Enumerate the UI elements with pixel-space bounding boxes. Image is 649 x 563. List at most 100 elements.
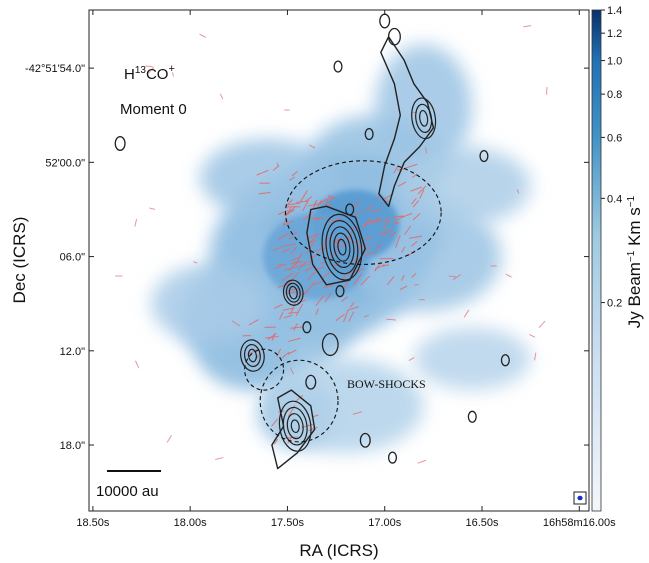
polarization-vector xyxy=(290,256,301,262)
polarization-vector xyxy=(412,213,421,221)
contour-ring xyxy=(282,406,308,446)
emission-blob xyxy=(394,146,531,226)
contour-ring xyxy=(321,213,363,281)
small-contour xyxy=(321,332,339,357)
species-charge: + xyxy=(168,63,174,75)
polarization-vector xyxy=(265,335,279,339)
scale-bar: 10000 au xyxy=(96,470,161,500)
polarization-vector xyxy=(323,284,334,289)
polarization-vector xyxy=(290,326,303,329)
polarization-vector xyxy=(289,176,295,181)
contour-ring xyxy=(286,413,304,440)
colorbar-tick-label: 0.4 xyxy=(607,193,622,205)
polarization-vector xyxy=(299,264,307,267)
polarization-vector xyxy=(401,246,406,253)
jet-contour xyxy=(306,205,366,286)
polarization-vector xyxy=(360,275,371,286)
polarization-vector xyxy=(248,319,259,326)
polarization-vector xyxy=(411,273,417,279)
polarization-vector xyxy=(282,248,290,253)
x-axis-ticks: 18.50s 18.00s 17.50s 17.00s 16.50s 16h58m16.0… xyxy=(76,10,616,529)
polarization-vector-layer xyxy=(115,25,548,464)
polarization-vector xyxy=(329,195,334,203)
polarization-vector xyxy=(315,308,319,315)
polarization-vector xyxy=(419,189,425,199)
polarization-vector xyxy=(307,281,316,290)
emission-blob xyxy=(374,44,473,171)
moment-label: Moment 0 xyxy=(120,101,187,118)
jet-contour xyxy=(271,389,316,470)
small-contour xyxy=(345,203,355,216)
polarization-vector xyxy=(352,200,360,211)
polarization-vector xyxy=(374,262,382,272)
polarization-vector xyxy=(363,250,378,257)
polarization-vector xyxy=(305,196,313,202)
polarization-vector xyxy=(271,332,276,341)
polarization-vector xyxy=(348,311,355,322)
polarization-vector xyxy=(529,334,536,338)
small-contour xyxy=(387,27,401,46)
contour-ring xyxy=(419,109,429,127)
polarization-vector xyxy=(324,194,331,208)
polarization-vector xyxy=(347,306,359,311)
polarization-vector xyxy=(294,394,304,403)
emission-blob xyxy=(199,138,337,218)
polarization-vector xyxy=(317,199,323,207)
polarization-vector xyxy=(386,275,395,286)
polarization-vector xyxy=(297,252,303,261)
polarization-vector xyxy=(297,299,306,304)
emission-layer xyxy=(151,44,531,453)
polarization-vector xyxy=(148,66,155,74)
polarization-vector xyxy=(287,311,298,314)
polarization-vector xyxy=(395,235,401,249)
polarization-vector xyxy=(409,235,423,239)
polarization-vector xyxy=(393,215,405,223)
contour-layer xyxy=(114,13,510,470)
polarization-vector xyxy=(320,198,327,204)
small-contour xyxy=(302,321,312,334)
polarization-vector xyxy=(134,360,140,369)
polarization-vector xyxy=(408,356,415,362)
polarization-vector xyxy=(382,228,394,236)
polarization-vector xyxy=(277,283,289,288)
small-contour xyxy=(333,60,343,73)
species-superscript: 13 xyxy=(135,65,147,76)
contour-ring xyxy=(411,97,437,140)
polarization-vector xyxy=(231,320,241,327)
polarization-vector xyxy=(247,348,259,356)
y-tick-label: 18.0" xyxy=(60,440,85,452)
polarization-vector xyxy=(328,195,336,200)
colorbar-tick-label: 0.6 xyxy=(607,132,622,144)
contour-ring xyxy=(329,226,355,269)
bow-shocks-label: BOW-SHOCKS xyxy=(347,377,426,391)
polarization-vector xyxy=(363,314,369,318)
x-tick-label: 17.00s xyxy=(368,517,402,529)
polarization-vector xyxy=(273,304,283,309)
polarization-vector xyxy=(288,337,301,342)
x-axis-label: RA (ICRS) xyxy=(299,541,378,560)
colorbar-ramp xyxy=(591,9,602,512)
polarization-vector xyxy=(538,320,546,329)
contour-ring xyxy=(282,279,304,306)
bow-shock-outline xyxy=(284,160,442,265)
polarization-vector xyxy=(314,247,326,252)
polarization-vector xyxy=(383,216,390,224)
polarization-vector xyxy=(534,352,537,361)
polarization-vector xyxy=(300,190,308,203)
polarization-vector xyxy=(417,185,427,195)
contour-ring xyxy=(285,282,301,303)
polarization-vector xyxy=(331,217,342,223)
small-contour xyxy=(467,410,477,423)
colorbar-tick-label: 0.2 xyxy=(607,298,622,310)
x-tick-label: 17.50s xyxy=(271,517,305,529)
polarization-vector xyxy=(258,191,271,195)
polarization-vector xyxy=(424,147,428,154)
small-contour xyxy=(305,374,317,390)
colorbar-tick-label: 1.0 xyxy=(607,56,622,68)
polarization-vector xyxy=(376,243,382,250)
polarization-vector xyxy=(412,200,419,208)
small-contour xyxy=(364,127,374,141)
polarization-vector xyxy=(390,232,397,238)
polarization-vector xyxy=(199,33,207,38)
